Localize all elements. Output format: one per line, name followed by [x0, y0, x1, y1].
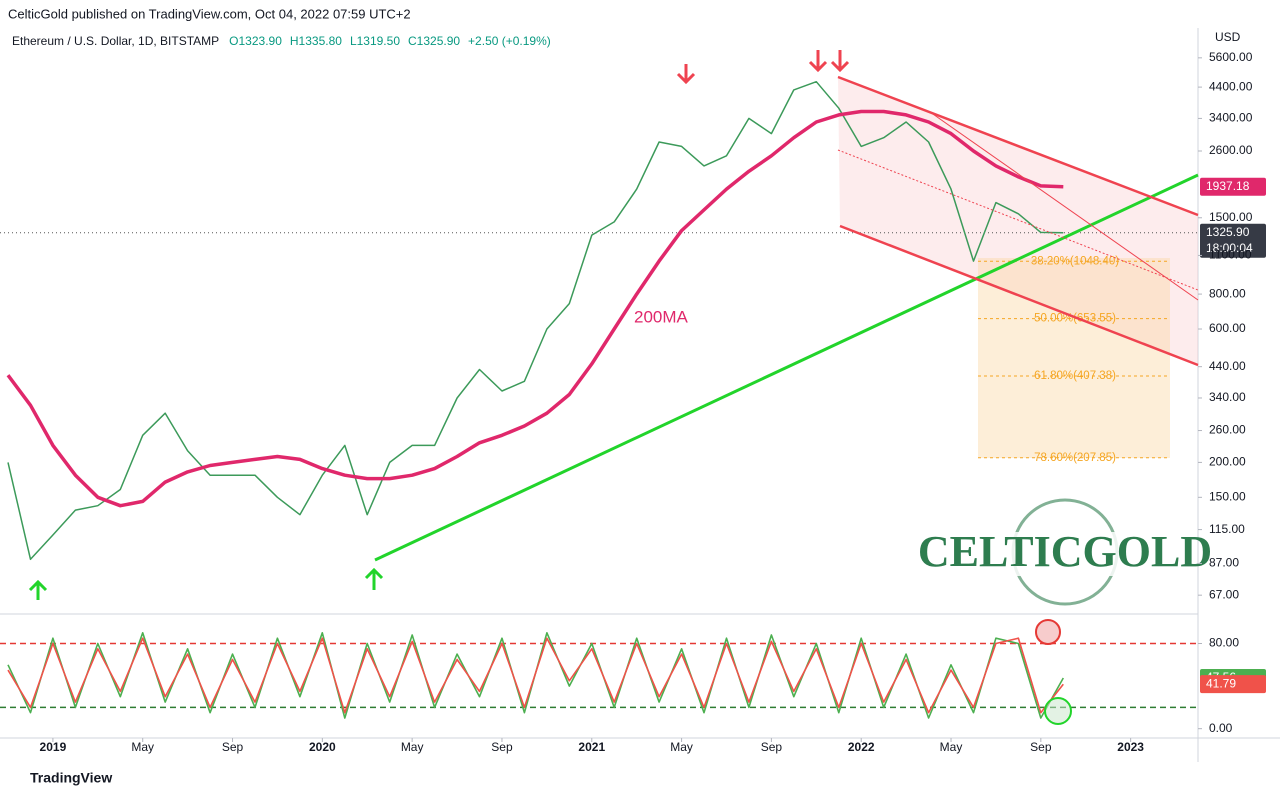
chart-title: Ethereum / U.S. Dollar, 1D, BITSTAMP	[12, 34, 219, 48]
x-tick-label: 2019	[40, 740, 67, 754]
y-tick-label: 67.00	[1209, 587, 1239, 601]
fib-label: 78.60%(207.85)	[1034, 452, 1116, 464]
x-tick-label: 2021	[578, 740, 605, 754]
y-tick-label: 200.00	[1209, 455, 1246, 469]
x-tick-label: May	[401, 740, 424, 754]
value-box	[1200, 177, 1266, 196]
y-tick-label: 87.00	[1209, 556, 1239, 570]
x-tick-label: May	[131, 740, 154, 754]
fib-label: 61.80%(407.38)	[1034, 370, 1116, 382]
logo: CELTICGOLD	[918, 498, 1212, 606]
x-tick-label: 2022	[848, 740, 875, 754]
value-box	[1200, 223, 1266, 258]
y-tick-label: 3400.00	[1209, 111, 1253, 125]
x-tick-label: May	[670, 740, 693, 754]
channel-shade	[838, 77, 1198, 365]
x-tick-label: Sep	[222, 740, 244, 754]
arrows-down	[676, 50, 850, 85]
legend-value: +2.50 (+0.19%)	[468, 34, 551, 48]
arrows-up	[28, 567, 384, 600]
channel-mid	[837, 149, 1199, 291]
value-box-label: 1937.18	[1206, 179, 1250, 193]
y-tick-label: 1500.00	[1209, 210, 1253, 224]
y-tick-label: 115.00	[1209, 522, 1245, 536]
legend-value: L1319.50	[350, 34, 400, 48]
value-box-label: 1325.90	[1206, 225, 1250, 239]
legend-value: C1325.90	[408, 34, 460, 48]
y-tick-label: 800.00	[1209, 286, 1246, 300]
fib-label: 38.20%(1048.40)	[1031, 255, 1119, 267]
y-tick-label: 600.00	[1209, 321, 1246, 335]
y-tick-label: 4400.00	[1209, 79, 1253, 93]
legend-value: O1323.90	[229, 34, 282, 48]
ma-label: 200MA	[634, 307, 689, 326]
y-tick-label: 2600.00	[1209, 143, 1253, 157]
header: CelticGold published on TradingView.com,…	[8, 6, 411, 21]
series-line	[7, 637, 1064, 714]
x-tick-label: 2023	[1117, 740, 1144, 754]
x-tick-label: 2020	[309, 740, 336, 754]
fib-zone	[978, 258, 1170, 458]
y-axis-label: USD	[1215, 30, 1241, 44]
price-line-series	[7, 80, 1064, 561]
y-tick-label: 440.00	[1209, 359, 1246, 373]
value-box	[1200, 675, 1266, 694]
y-tick-label: 150.00	[1209, 489, 1246, 503]
x-tick-label: Sep	[491, 740, 513, 754]
channel-upper	[837, 75, 1199, 217]
value-box-label: 41.79	[1206, 676, 1236, 690]
legend-value: H1335.80	[290, 34, 342, 48]
y-tick-label: 0.00	[1209, 721, 1233, 735]
x-tick-label: May	[940, 740, 963, 754]
y-tick-label: 340.00	[1209, 390, 1246, 404]
countdown: 18:00:04	[1206, 241, 1253, 255]
x-tick-label: Sep	[1030, 740, 1052, 754]
y-tick-label: 5600.00	[1209, 50, 1253, 64]
footer: TradingView	[30, 770, 112, 786]
x-tick-label: Sep	[761, 740, 783, 754]
watermark: CELTICGOLD	[918, 527, 1212, 576]
series-line	[6, 109, 1064, 508]
y-tick-label: 80.00	[1209, 636, 1239, 650]
channel-lower	[839, 224, 1199, 367]
y-tick-label: 1100.00	[1209, 248, 1252, 262]
trend-line	[374, 173, 1199, 562]
fib-label: 50.00%(653.55)	[1034, 313, 1116, 325]
highlight-circle	[1035, 619, 1061, 645]
y-tick-label: 260.00	[1209, 423, 1246, 437]
trend-line-thin	[929, 111, 1199, 301]
highlight-circle	[1044, 697, 1072, 725]
